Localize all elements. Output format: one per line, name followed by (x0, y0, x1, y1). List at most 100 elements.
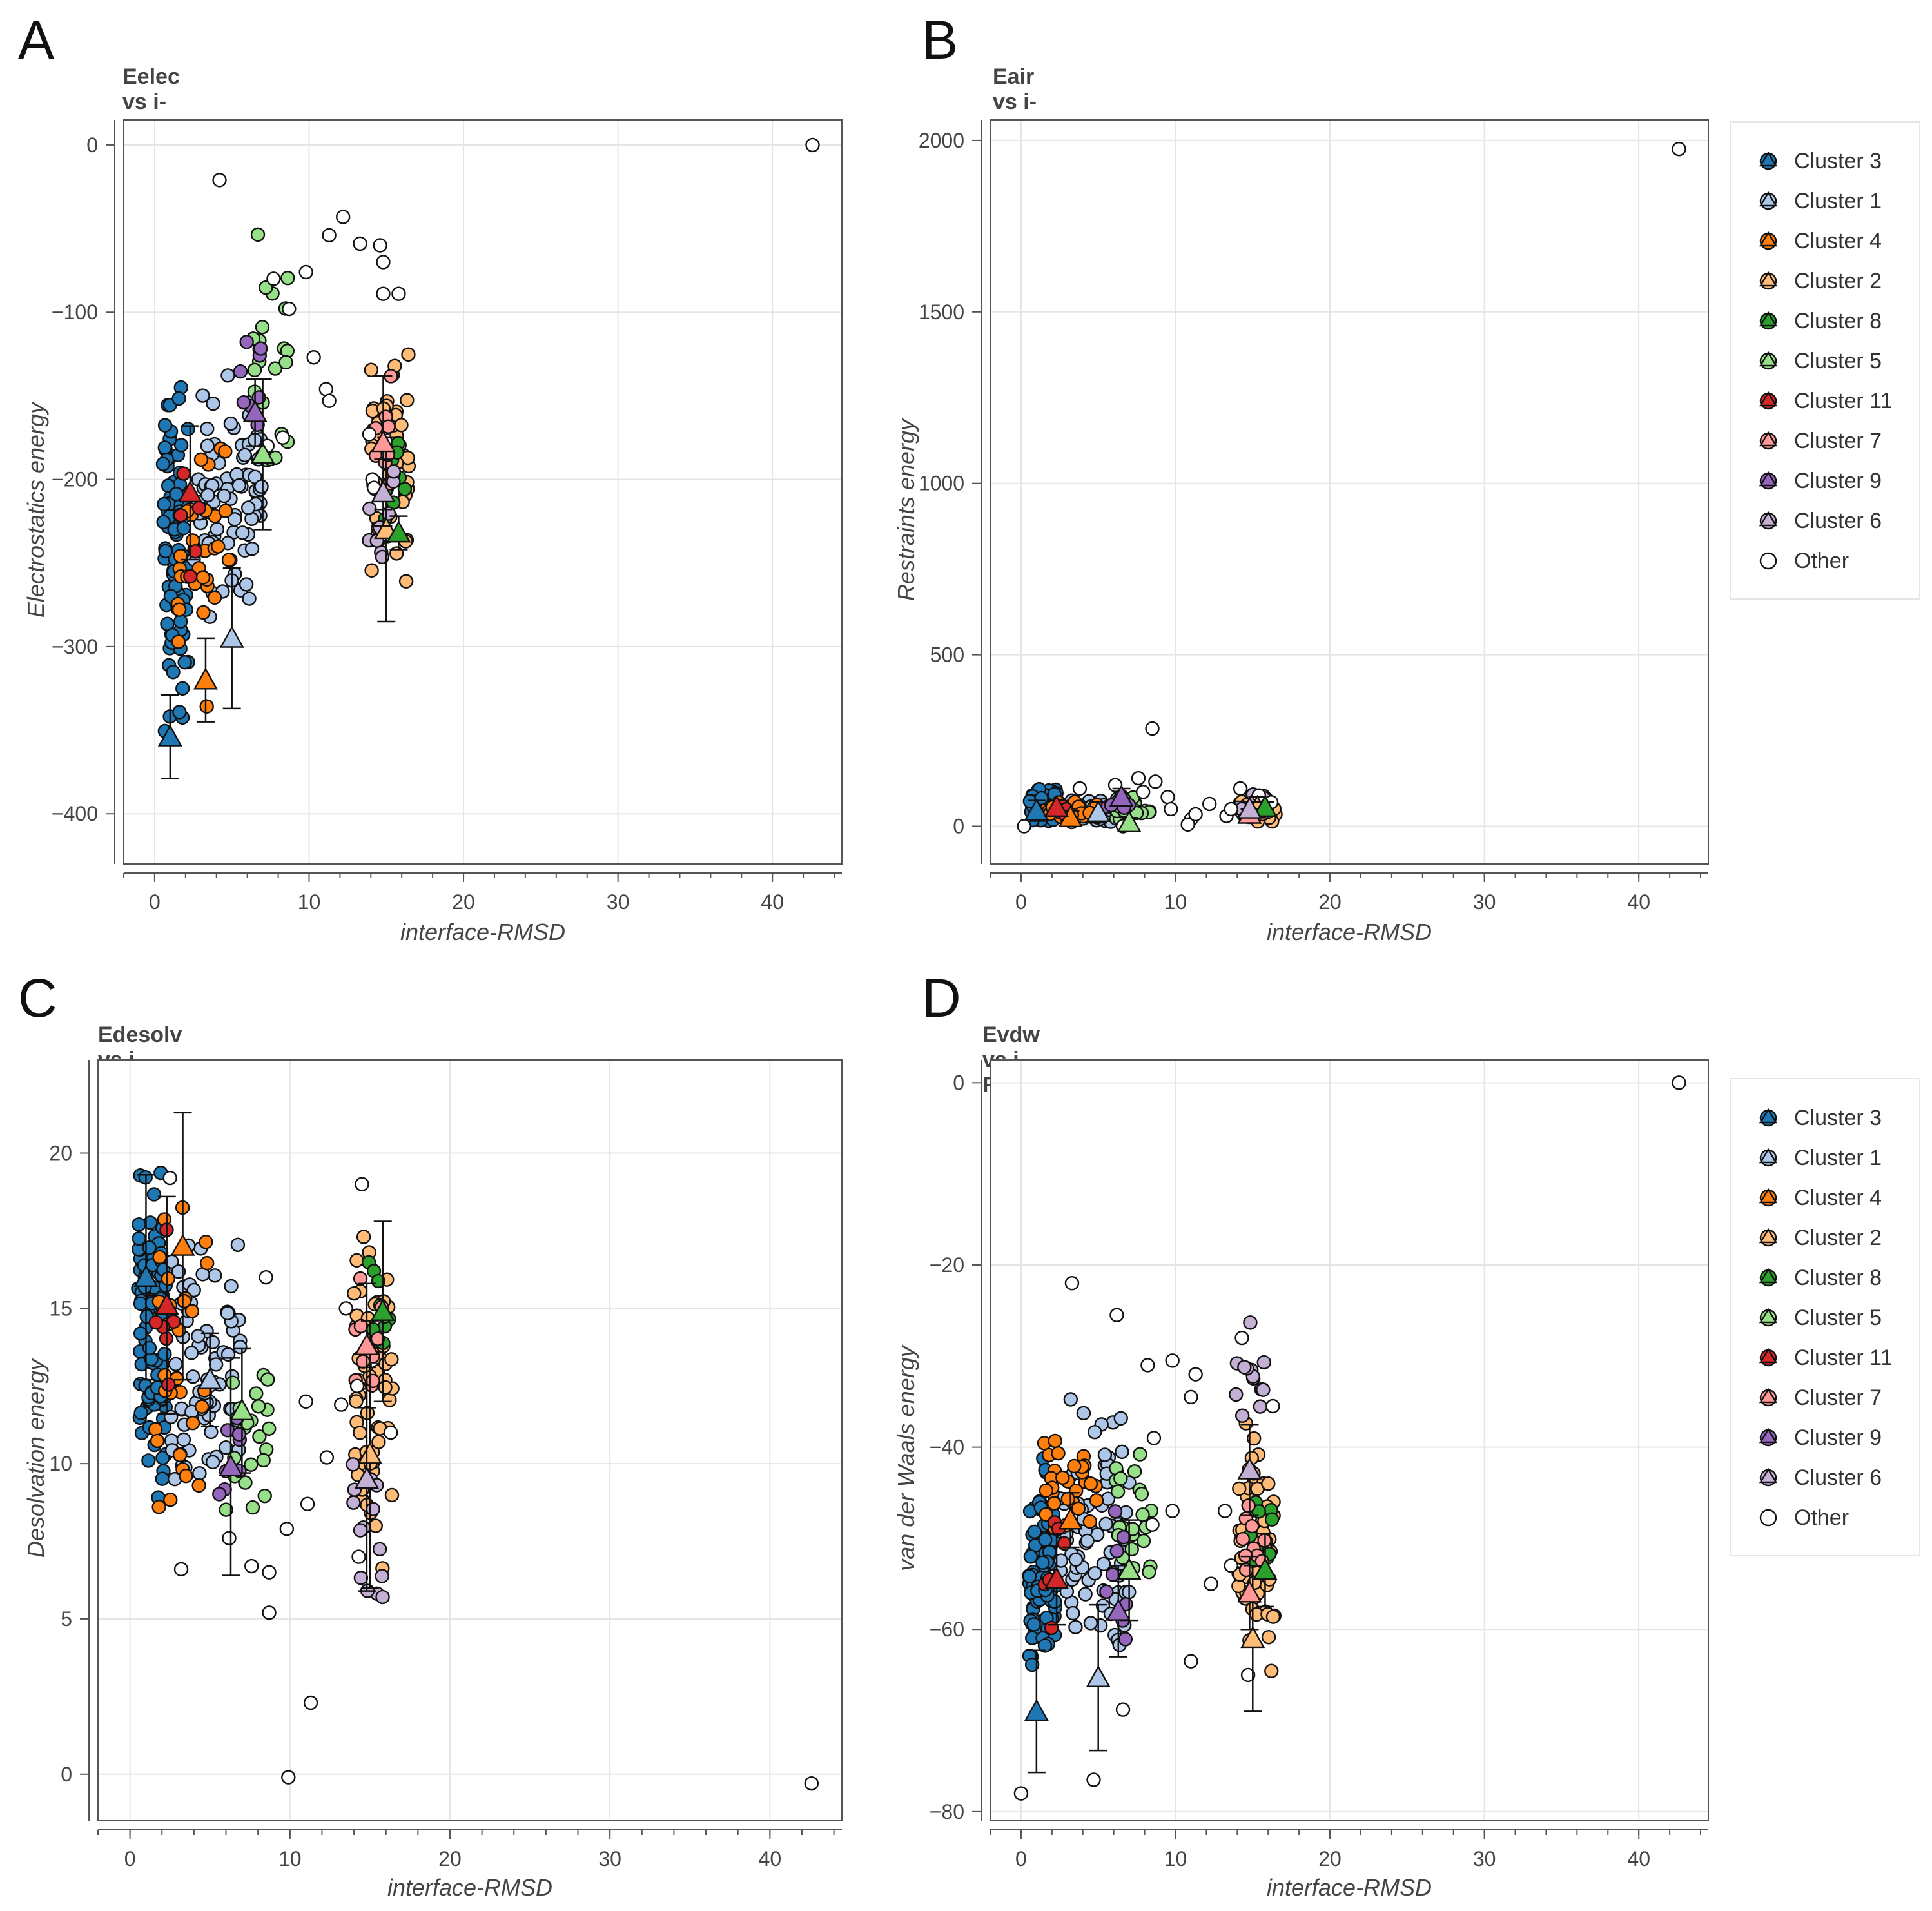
legend-marker-icon (1759, 231, 1778, 250)
legend-item[interactable]: Cluster 8 (1757, 308, 1882, 334)
data-point (227, 512, 242, 527)
data-point (1039, 1507, 1053, 1522)
cluster-mean-marker (229, 1398, 255, 1421)
data-point (200, 487, 215, 503)
data-point (1109, 1544, 1124, 1558)
legend-item[interactable]: Cluster 1 (1757, 188, 1882, 214)
data-point (172, 1447, 188, 1462)
data-point (223, 416, 239, 431)
data-point (157, 418, 173, 433)
cluster-mean-marker (370, 1298, 395, 1321)
data-point (177, 1293, 191, 1309)
x-tick-label: 0 (1015, 890, 1027, 914)
data-point (200, 421, 215, 436)
cluster-mean-marker (1109, 784, 1134, 807)
data-point (1068, 1620, 1083, 1634)
legend-item[interactable]: Cluster 6 (1757, 508, 1882, 534)
cluster-mean-marker (157, 724, 182, 747)
plot-area (990, 1059, 1709, 1821)
legend-item[interactable]: Cluster 3 (1757, 1105, 1882, 1131)
legend-marker-icon (1759, 1427, 1778, 1447)
data-point (346, 1457, 360, 1472)
data-point (218, 504, 233, 518)
legend-item[interactable]: Cluster 2 (1757, 268, 1882, 294)
data-point (1142, 1564, 1156, 1580)
legend-item[interactable]: Cluster 7 (1757, 428, 1882, 454)
legend-item[interactable]: Cluster 4 (1757, 1185, 1882, 1211)
data-point (1160, 790, 1175, 805)
chart-c: 0 10 20 30 40 0 5 10 15 20 interface-RMSD Desolvati… (23, 1059, 843, 1901)
legend-item[interactable]: Cluster 4 (1757, 228, 1882, 254)
data-point (368, 1518, 383, 1533)
data-point (386, 464, 401, 479)
data-point (155, 1471, 170, 1486)
legend-item[interactable]: Cluster 2 (1757, 1225, 1882, 1251)
data-point (353, 1523, 368, 1538)
data-point (1233, 781, 1248, 796)
data-point (334, 1397, 349, 1412)
data-point (212, 1487, 227, 1502)
data-point (1238, 1548, 1253, 1563)
legend-item[interactable]: Cluster 11 (1757, 388, 1892, 414)
legend-item[interactable]: Cluster 9 (1757, 1425, 1882, 1451)
legend-item[interactable]: Cluster 9 (1757, 468, 1882, 494)
cluster-mean-marker (1024, 1698, 1049, 1721)
data-point (1116, 1529, 1131, 1545)
legend-item[interactable]: Cluster 5 (1757, 1305, 1882, 1331)
legend-label: Other (1794, 1505, 1849, 1530)
data-point (185, 1416, 200, 1431)
cluster-mean-marker (177, 480, 203, 503)
legend-item[interactable]: Other (1757, 1505, 1849, 1531)
x-axis-label: interface-RMSD (387, 1874, 552, 1901)
data-point (1235, 1531, 1251, 1547)
data-point (1145, 721, 1160, 736)
y-tick-label: −60 (930, 1618, 964, 1641)
data-point (362, 427, 377, 442)
series-cluster-6 (346, 1457, 390, 1605)
data-point (249, 1386, 264, 1401)
data-point (375, 549, 390, 565)
data-point (1256, 1355, 1271, 1370)
data-point (157, 440, 172, 455)
data-point (194, 1399, 210, 1414)
data-point (1234, 1330, 1249, 1346)
data-point (191, 1329, 206, 1344)
legend-b: Cluster 3 Cluster 1 Cluster 4 Cluster 2 Clus… (1730, 121, 1920, 600)
x-axis-label: interface-RMSD (1267, 919, 1432, 945)
y-tick-label: −300 (52, 635, 98, 658)
data-point (280, 271, 295, 286)
legend-item[interactable]: Cluster 7 (1757, 1385, 1882, 1411)
legend-item[interactable]: Cluster 8 (1757, 1265, 1882, 1291)
legend-label: Cluster 8 (1794, 1265, 1882, 1290)
legend-marker-icon (1759, 431, 1778, 450)
data-point (1060, 1491, 1075, 1507)
legend-item[interactable]: Cluster 1 (1757, 1145, 1882, 1171)
data-point (364, 563, 379, 578)
data-point (1086, 1772, 1101, 1787)
data-point (262, 1421, 277, 1436)
data-point (378, 1380, 393, 1395)
legend-item[interactable]: Cluster 3 (1757, 148, 1882, 174)
data-point (1240, 1667, 1256, 1683)
x-tick-label: 0 (124, 1847, 136, 1870)
data-point (1231, 1578, 1246, 1594)
legend-marker-icon (1759, 191, 1778, 210)
data-point (1127, 1464, 1142, 1479)
legend-item[interactable]: Other (1757, 548, 1849, 574)
cluster-mean-marker (1117, 1557, 1142, 1580)
data-point (373, 238, 387, 253)
legend-item[interactable]: Cluster 11 (1757, 1345, 1892, 1371)
data-point (1265, 1398, 1280, 1414)
legend-item[interactable]: Cluster 6 (1757, 1465, 1882, 1491)
cluster-mean-marker (1237, 1580, 1262, 1603)
data-point (318, 382, 334, 397)
cluster-mean-marker (371, 430, 396, 453)
y-tick-label: 0 (61, 1763, 72, 1786)
data-point (166, 665, 181, 680)
data-point (1146, 1431, 1162, 1446)
data-point (1072, 781, 1088, 796)
data-point (1188, 1367, 1203, 1382)
data-point (173, 508, 188, 523)
x-tick-label: 40 (1627, 890, 1650, 914)
legend-item[interactable]: Cluster 5 (1757, 348, 1882, 374)
